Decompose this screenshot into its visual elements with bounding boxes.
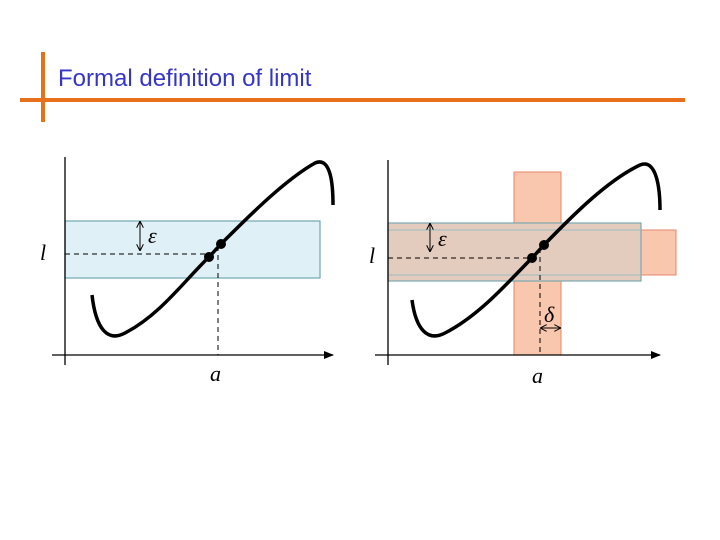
epsilon-label: ε bbox=[438, 226, 447, 251]
a-label: a bbox=[532, 363, 543, 388]
l-label: l bbox=[40, 240, 46, 265]
epsilon-band bbox=[64, 220, 321, 279]
point bbox=[204, 252, 214, 262]
box bbox=[640, 229, 677, 276]
delta-label: δ bbox=[544, 302, 555, 327]
slide-title: Formal definition of limit bbox=[58, 65, 312, 92]
point bbox=[539, 240, 549, 250]
diagram-right: ε δ l a bbox=[369, 160, 677, 388]
l-label: l bbox=[369, 243, 375, 268]
epsilon-label: ε bbox=[148, 223, 157, 248]
a-label: a bbox=[210, 361, 221, 386]
point bbox=[527, 253, 537, 263]
point bbox=[216, 239, 226, 249]
epsilon-band bbox=[387, 222, 642, 282]
diagram-left: ε l a bbox=[40, 157, 335, 386]
